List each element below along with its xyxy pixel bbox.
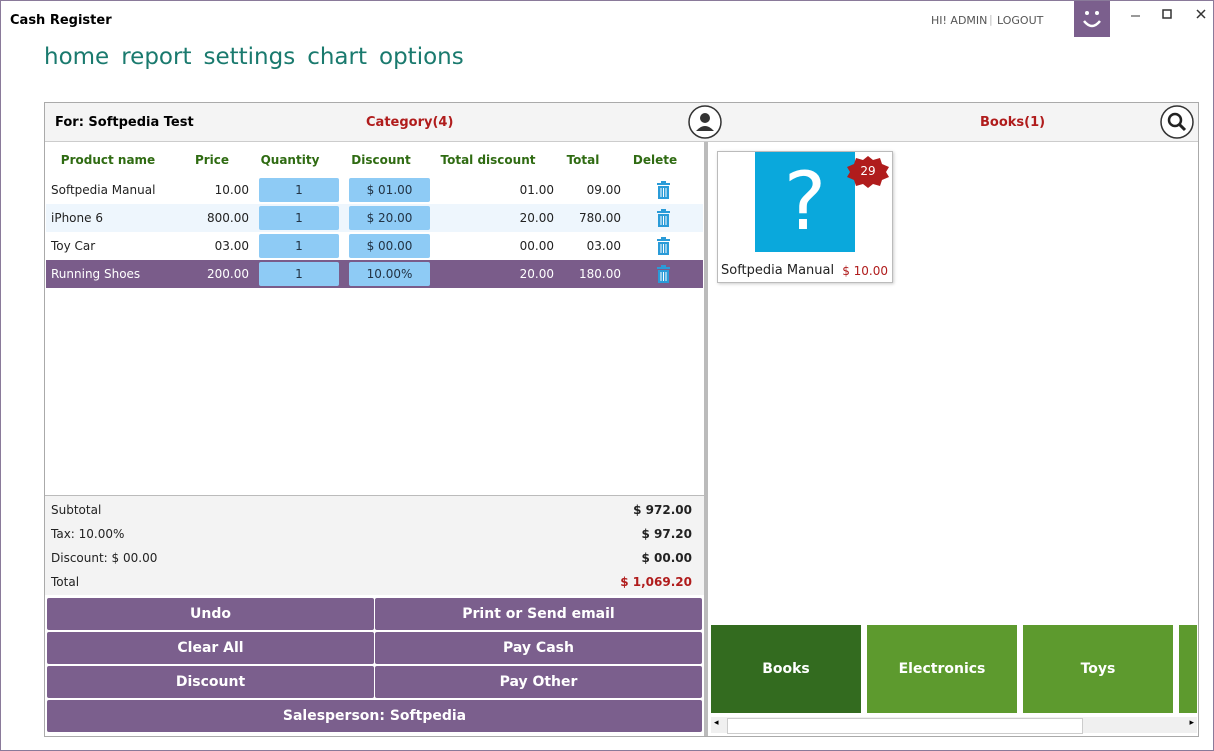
action-button[interactable]: Salesperson: Softpedia xyxy=(47,700,702,732)
window-controls[interactable] xyxy=(1126,7,1206,23)
price: 200.00 xyxy=(207,267,249,281)
search-button[interactable] xyxy=(1159,104,1195,140)
action-button[interactable]: Pay Cash xyxy=(375,632,702,664)
price: 03.00 xyxy=(214,239,249,253)
column-header: Discount xyxy=(351,153,411,167)
quantity-input[interactable]: 1 xyxy=(259,206,339,230)
nav-link[interactable]: report xyxy=(121,44,192,70)
total-discount: 20.00 xyxy=(519,267,554,281)
product-group: Books(1) xyxy=(980,115,1046,130)
window-title: Cash Register xyxy=(10,13,112,28)
summary-label: Tax: 10.00% xyxy=(51,527,125,541)
column-header: Total discount xyxy=(440,153,536,167)
delete-icon[interactable] xyxy=(656,265,671,287)
total-discount: 20.00 xyxy=(519,211,554,225)
action-button[interactable]: Undo xyxy=(47,598,374,630)
quantity-input[interactable]: 1 xyxy=(259,262,339,286)
column-header: Delete xyxy=(632,153,678,167)
product-name: Toy Car xyxy=(51,239,96,253)
row-total: 180.00 xyxy=(579,267,621,281)
total-discount: 01.00 xyxy=(519,183,554,197)
delete-icon[interactable] xyxy=(656,237,671,259)
category-tile[interactable]: Electronics xyxy=(867,625,1017,713)
stock-count: 29 xyxy=(860,164,876,178)
summary-value: $ 972.00 xyxy=(633,503,692,517)
quantity-input[interactable]: 1 xyxy=(259,234,339,258)
scrollbar[interactable]: ◂ ▸ xyxy=(711,717,1197,734)
product-name: Softpedia Manual xyxy=(721,263,835,278)
nav-bar: home report settings chart options xyxy=(44,44,476,70)
customer: For: Softpedia Test xyxy=(55,115,194,130)
nav-link[interactable]: options xyxy=(379,44,464,70)
summary-value: $ 00.00 xyxy=(641,551,692,565)
category-tile[interactable] xyxy=(1179,625,1197,713)
action-button[interactable]: Clear All xyxy=(47,632,374,664)
column-header: Price xyxy=(194,153,230,167)
customer-button[interactable] xyxy=(687,104,723,140)
product-name: Running Shoes xyxy=(51,267,141,281)
delete-icon[interactable] xyxy=(656,209,671,231)
splitter[interactable] xyxy=(704,142,708,736)
product-price: $ 10.00 xyxy=(842,264,888,278)
nav-link[interactable]: chart xyxy=(307,44,367,70)
column-header: Product name xyxy=(60,153,156,167)
stock-badge: 29 xyxy=(846,156,890,188)
summary-panel xyxy=(45,495,704,595)
product-name: Softpedia Manual xyxy=(51,183,156,197)
category-tile[interactable]: Toys xyxy=(1023,625,1173,713)
delete-icon[interactable] xyxy=(656,181,671,203)
category-tile[interactable]: Books xyxy=(711,625,861,713)
nav-link[interactable]: home xyxy=(44,44,110,70)
column-header: Total xyxy=(566,153,600,167)
row-total: 09.00 xyxy=(586,183,621,197)
action-button[interactable]: Print or Send email xyxy=(375,598,702,630)
header-bar xyxy=(45,103,1198,142)
product-name: iPhone 6 xyxy=(51,211,103,225)
main-panel xyxy=(44,102,1199,737)
row-total: 780.00 xyxy=(579,211,621,225)
row-total: 03.00 xyxy=(586,239,621,253)
discount-input[interactable]: $ 00.00 xyxy=(349,234,430,258)
total-discount: 00.00 xyxy=(519,239,554,253)
discount-input[interactable]: 10.00% xyxy=(349,262,430,286)
price: 10.00 xyxy=(214,183,249,197)
action-button[interactable]: Pay Other xyxy=(375,666,702,698)
summary-label: Total xyxy=(51,575,80,589)
summary-value: $ 97.20 xyxy=(641,527,692,541)
summary-value: $ 1,069.20 xyxy=(620,575,692,589)
summary-label: Discount: $ 00.00 xyxy=(51,551,158,565)
category-count: Category(4) xyxy=(366,115,454,130)
logout[interactable]: LOGOUT xyxy=(997,14,1044,27)
app-icon xyxy=(1074,1,1110,37)
user-label: HI! ADMIN xyxy=(931,14,988,27)
separator: | xyxy=(989,13,993,26)
column-header: Quantity xyxy=(260,153,320,167)
summary-label: Subtotal xyxy=(51,503,102,517)
product-card[interactable]: ? 29 Softpedia Manual $ 10.00 xyxy=(717,151,893,283)
action-button[interactable]: Discount xyxy=(47,666,374,698)
price: 800.00 xyxy=(207,211,249,225)
discount-input[interactable]: $ 01.00 xyxy=(349,178,430,202)
discount-input[interactable]: $ 20.00 xyxy=(349,206,430,230)
nav-link[interactable]: settings xyxy=(203,44,296,70)
quantity-input[interactable]: 1 xyxy=(259,178,339,202)
product-image: ? xyxy=(755,152,855,252)
